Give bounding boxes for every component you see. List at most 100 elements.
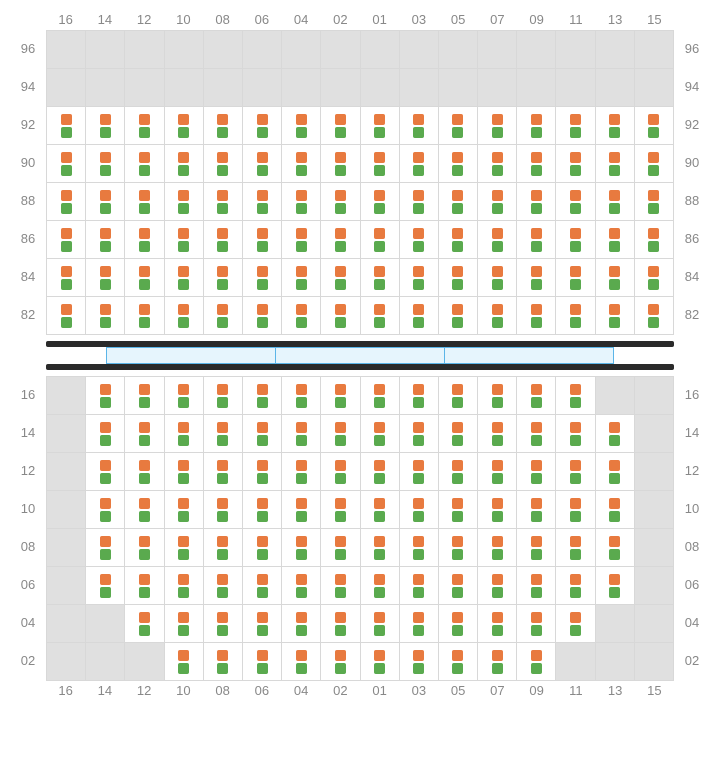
seat-cell[interactable] — [361, 221, 400, 259]
seat-cell[interactable] — [204, 529, 243, 567]
seat-cell[interactable] — [204, 377, 243, 415]
seat-cell[interactable] — [439, 183, 478, 221]
seat-cell[interactable] — [321, 107, 360, 145]
seat-cell[interactable] — [400, 145, 439, 183]
seat-cell[interactable] — [86, 415, 125, 453]
seat-cell[interactable] — [361, 643, 400, 681]
seat-cell[interactable] — [243, 643, 282, 681]
seat-cell[interactable] — [439, 377, 478, 415]
seat-cell[interactable] — [125, 605, 164, 643]
seat-cell[interactable] — [86, 145, 125, 183]
seat-cell[interactable] — [321, 567, 360, 605]
seat-cell[interactable] — [243, 183, 282, 221]
seat-cell[interactable] — [596, 453, 635, 491]
seat-cell[interactable] — [282, 107, 321, 145]
seat-cell[interactable] — [321, 183, 360, 221]
seat-cell[interactable] — [125, 221, 164, 259]
seat-cell[interactable] — [282, 183, 321, 221]
seat-cell[interactable] — [361, 453, 400, 491]
seat-cell[interactable] — [478, 297, 517, 335]
seat-cell[interactable] — [47, 107, 86, 145]
seat-cell[interactable] — [86, 529, 125, 567]
seat-cell[interactable] — [243, 297, 282, 335]
seat-cell[interactable] — [165, 183, 204, 221]
seat-cell[interactable] — [321, 221, 360, 259]
seat-cell[interactable] — [125, 259, 164, 297]
seat-cell[interactable] — [243, 377, 282, 415]
seat-cell[interactable] — [400, 491, 439, 529]
seat-cell[interactable] — [596, 297, 635, 335]
seat-cell[interactable] — [517, 377, 556, 415]
seat-cell[interactable] — [596, 259, 635, 297]
seat-cell[interactable] — [165, 529, 204, 567]
seat-cell[interactable] — [439, 107, 478, 145]
seat-cell[interactable] — [243, 567, 282, 605]
seat-cell[interactable] — [478, 259, 517, 297]
seat-cell[interactable] — [556, 567, 595, 605]
seat-cell[interactable] — [165, 107, 204, 145]
seat-cell[interactable] — [282, 491, 321, 529]
seat-cell[interactable] — [556, 183, 595, 221]
seat-cell[interactable] — [321, 491, 360, 529]
seat-cell[interactable] — [556, 529, 595, 567]
seat-cell[interactable] — [282, 145, 321, 183]
seat-cell[interactable] — [125, 145, 164, 183]
seat-cell[interactable] — [439, 259, 478, 297]
seat-cell[interactable] — [204, 453, 243, 491]
seat-cell[interactable] — [204, 643, 243, 681]
seat-cell[interactable] — [282, 415, 321, 453]
seat-cell[interactable] — [47, 145, 86, 183]
seat-cell[interactable] — [517, 529, 556, 567]
seat-cell[interactable] — [361, 415, 400, 453]
seat-cell[interactable] — [361, 567, 400, 605]
seat-cell[interactable] — [478, 145, 517, 183]
seat-cell[interactable] — [478, 491, 517, 529]
seat-cell[interactable] — [400, 259, 439, 297]
seat-cell[interactable] — [400, 377, 439, 415]
seat-cell[interactable] — [204, 221, 243, 259]
seat-cell[interactable] — [596, 145, 635, 183]
seat-cell[interactable] — [47, 221, 86, 259]
seat-cell[interactable] — [635, 183, 674, 221]
seat-cell[interactable] — [282, 221, 321, 259]
seat-cell[interactable] — [517, 297, 556, 335]
seat-cell[interactable] — [400, 567, 439, 605]
seat-cell[interactable] — [125, 377, 164, 415]
seat-cell[interactable] — [321, 145, 360, 183]
seat-cell[interactable] — [204, 415, 243, 453]
seat-cell[interactable] — [361, 259, 400, 297]
seat-cell[interactable] — [556, 259, 595, 297]
seat-cell[interactable] — [165, 259, 204, 297]
seat-cell[interactable] — [517, 643, 556, 681]
seat-cell[interactable] — [204, 183, 243, 221]
seat-cell[interactable] — [596, 567, 635, 605]
seat-cell[interactable] — [204, 259, 243, 297]
seat-cell[interactable] — [204, 297, 243, 335]
seat-cell[interactable] — [125, 183, 164, 221]
seat-cell[interactable] — [439, 605, 478, 643]
seat-cell[interactable] — [400, 107, 439, 145]
seat-cell[interactable] — [361, 297, 400, 335]
seat-cell[interactable] — [204, 605, 243, 643]
seat-cell[interactable] — [86, 221, 125, 259]
seat-cell[interactable] — [596, 183, 635, 221]
seat-cell[interactable] — [556, 297, 595, 335]
seat-cell[interactable] — [165, 643, 204, 681]
seat-cell[interactable] — [635, 107, 674, 145]
seat-cell[interactable] — [400, 605, 439, 643]
seat-cell[interactable] — [517, 221, 556, 259]
seat-cell[interactable] — [517, 453, 556, 491]
seat-cell[interactable] — [86, 567, 125, 605]
seat-cell[interactable] — [556, 221, 595, 259]
seat-cell[interactable] — [478, 529, 517, 567]
seat-cell[interactable] — [165, 145, 204, 183]
seat-cell[interactable] — [321, 453, 360, 491]
seat-cell[interactable] — [243, 221, 282, 259]
seat-cell[interactable] — [556, 491, 595, 529]
seat-cell[interactable] — [361, 605, 400, 643]
seat-cell[interactable] — [400, 297, 439, 335]
seat-cell[interactable] — [478, 183, 517, 221]
seat-cell[interactable] — [517, 415, 556, 453]
seat-cell[interactable] — [165, 605, 204, 643]
seat-cell[interactable] — [556, 145, 595, 183]
